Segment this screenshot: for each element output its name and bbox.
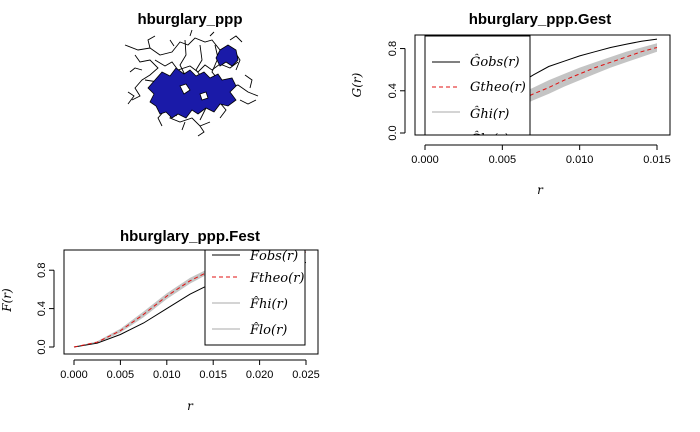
gest-y-tick-label: 0.0 (387, 125, 399, 140)
fest-y-ticks: 0.0 0.4 0.8 (36, 263, 55, 355)
gest-y-tick-label: 0.4 (387, 83, 399, 98)
gest-envelope-band (425, 43, 657, 133)
gest-legend-label-lo: Ĝlo(r) (470, 130, 509, 147)
gest-legend-box (424, 35, 531, 136)
gest-plot-frame (414, 34, 671, 136)
gest-x-label: r (537, 183, 544, 197)
fest-x-label: r (187, 399, 194, 413)
fest-y-tick-label: 0.8 (36, 263, 48, 278)
fest-legend: F̂obs(r) Ftheo(r) F̂hi(r) F̂lo(r) (204, 248, 306, 346)
fest-envelope (74, 252, 306, 347)
gest-legend-label-theo: Gtheo(r) (470, 80, 526, 95)
gest-legend-label-hi: Ĝhi(r) (470, 105, 509, 122)
fest-x-tick-label: 0.015 (199, 369, 227, 381)
fest-envelope-band (74, 252, 306, 347)
map-panel: hburglary_ppp (124, 11, 259, 137)
fest-x-tick-label: 0.000 (60, 369, 88, 381)
fest-legend-label-hi: F̂hi(r) (249, 296, 288, 312)
fest-x-tick-label: 0.025 (292, 369, 320, 381)
fest-legend-label-theo: Ftheo(r) (249, 271, 305, 286)
gest-x-tick-label: 0.010 (566, 154, 594, 166)
gest-title: hburglary_ppp.Gest (469, 11, 612, 28)
gest-legend: Ĝobs(r) Gtheo(r) Ĝhi(r) Ĝlo(r) (424, 35, 531, 147)
fest-legend-label-lo: F̂lo(r) (249, 322, 287, 338)
gest-x-tick-label: 0.005 (489, 154, 517, 166)
fest-title: hburglary_ppp.Fest (120, 228, 260, 245)
fest-x-tick-label: 0.005 (107, 369, 135, 381)
gest-legend-label-obs: Ĝobs(r) (470, 53, 520, 70)
fest-y-label: F(r) (0, 288, 14, 313)
gest-y-ticks: 0.0 0.4 0.8 (387, 41, 406, 141)
fest-x-ticks: 0.000 0.005 0.010 0.015 0.020 0.025 (60, 359, 320, 381)
fest-x-tick-label: 0.010 (153, 369, 181, 381)
fest-panel: hburglary_ppp.Fest 0.000 0.005 0.010 0.015 0… (0, 228, 320, 413)
map-title: hburglary_ppp (137, 11, 242, 28)
fest-y-tick-label: 0.0 (36, 339, 48, 354)
gest-y-tick-label: 0.8 (387, 41, 399, 56)
fest-y-tick-label: 0.4 (36, 301, 48, 316)
gest-x-tick-label: 0.015 (643, 154, 671, 166)
gest-x-tick-label: 0.000 (411, 154, 439, 166)
fest-legend-label-obs: F̂obs(r) (249, 248, 298, 264)
gest-y-label: G(r) (350, 72, 364, 97)
fest-x-tick-label: 0.020 (246, 369, 274, 381)
gest-panel: hburglary_ppp.Gest 0.000 0.005 0.010 0.015 … (350, 11, 671, 197)
burglary-region (147, 44, 239, 119)
gest-x-ticks: 0.000 0.005 0.010 0.015 (411, 144, 671, 166)
fest-plot-frame (63, 249, 319, 355)
gest-envelope (425, 43, 657, 133)
